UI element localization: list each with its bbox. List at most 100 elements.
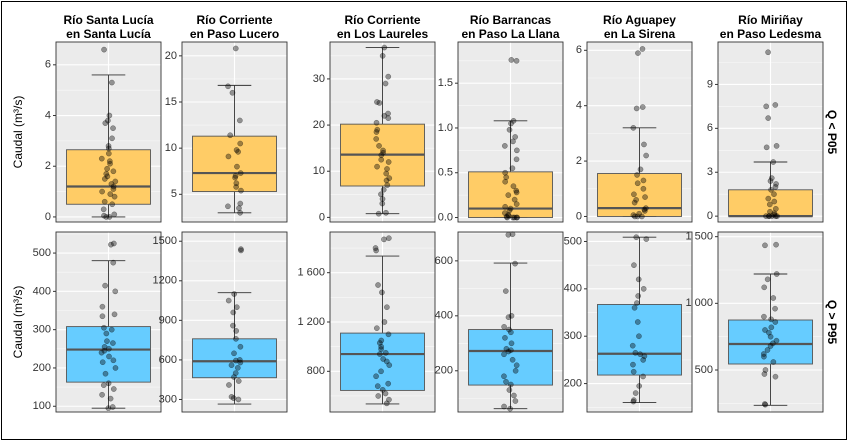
data-point bbox=[109, 404, 116, 410]
data-point bbox=[640, 373, 646, 380]
data-point bbox=[235, 378, 242, 384]
data-point bbox=[762, 401, 769, 408]
panel-low-3: 0.0 0.5 1.0 1.5 bbox=[438, 41, 564, 223]
data-point bbox=[225, 297, 232, 304]
data-point bbox=[376, 100, 383, 106]
data-point bbox=[384, 182, 391, 188]
data-point bbox=[510, 183, 517, 190]
data-point bbox=[506, 126, 513, 133]
data-point bbox=[108, 181, 115, 187]
data-point bbox=[512, 260, 518, 267]
data-point bbox=[512, 134, 519, 140]
data-point bbox=[233, 328, 240, 334]
data-point bbox=[771, 198, 778, 205]
data-point bbox=[505, 192, 512, 198]
y-tick-label: 500 bbox=[564, 235, 582, 247]
y-tick-label: 1 600 bbox=[297, 267, 325, 279]
data-point bbox=[107, 395, 114, 402]
data-point bbox=[505, 314, 512, 321]
data-point bbox=[629, 342, 636, 349]
data-point bbox=[502, 203, 509, 210]
data-point bbox=[766, 213, 772, 219]
data-point bbox=[232, 370, 239, 376]
panel-high-1: 300 600 900 1200 1500 bbox=[153, 231, 288, 413]
data-point bbox=[630, 368, 637, 375]
data-point bbox=[509, 165, 516, 172]
data-point bbox=[633, 234, 640, 241]
data-point bbox=[641, 141, 647, 148]
data-point bbox=[105, 143, 112, 149]
panel-high-4: 200 300 400 500 bbox=[564, 231, 693, 413]
data-point bbox=[772, 305, 778, 312]
data-point bbox=[373, 373, 379, 380]
data-point bbox=[225, 153, 232, 160]
data-point bbox=[765, 195, 772, 202]
y-axis-label: Caudal (m³/s) bbox=[11, 96, 25, 169]
station-title-line2: en Santa Lucía bbox=[66, 27, 151, 41]
data-point bbox=[384, 304, 390, 311]
data-point bbox=[386, 396, 392, 403]
data-point bbox=[226, 382, 232, 388]
data-point bbox=[107, 191, 114, 197]
station-title-line2: en Paso La Llana bbox=[461, 27, 559, 41]
data-point bbox=[104, 338, 110, 344]
data-point bbox=[225, 83, 231, 90]
data-point bbox=[513, 201, 520, 207]
data-point bbox=[105, 145, 112, 152]
data-point bbox=[100, 206, 107, 213]
data-point bbox=[636, 333, 642, 340]
data-point bbox=[238, 247, 244, 254]
data-point bbox=[382, 80, 389, 87]
data-point bbox=[110, 386, 117, 392]
data-point bbox=[386, 362, 393, 369]
data-point bbox=[103, 170, 110, 177]
data-point bbox=[762, 327, 768, 333]
data-point bbox=[507, 405, 513, 412]
data-point bbox=[106, 214, 113, 220]
data-point bbox=[232, 172, 239, 179]
data-point bbox=[374, 383, 381, 389]
data-point bbox=[106, 158, 113, 165]
data-point bbox=[379, 386, 386, 393]
data-point bbox=[373, 325, 380, 332]
data-point bbox=[111, 193, 118, 200]
data-point bbox=[764, 276, 771, 283]
data-point bbox=[771, 211, 778, 218]
data-point bbox=[233, 180, 240, 187]
panel-high-5: 500 1 000 1 500 bbox=[685, 231, 824, 413]
data-point bbox=[98, 349, 105, 356]
panel-low-2: 0 10 20 30 bbox=[313, 41, 436, 223]
station-title-line1: Río Miriñay bbox=[738, 13, 803, 27]
data-point bbox=[508, 120, 514, 127]
station-title-line1: Río Aguapey bbox=[603, 13, 676, 27]
data-point bbox=[381, 236, 387, 243]
data-point bbox=[375, 393, 382, 399]
data-point bbox=[238, 187, 244, 194]
data-point bbox=[237, 359, 244, 366]
data-point bbox=[503, 213, 510, 220]
data-point bbox=[380, 149, 386, 156]
data-point bbox=[233, 335, 239, 342]
y-tick-label: 20 bbox=[313, 119, 325, 131]
data-point bbox=[634, 172, 640, 178]
data-point bbox=[110, 168, 117, 175]
data-point bbox=[640, 357, 647, 363]
data-point bbox=[382, 349, 389, 356]
data-point bbox=[232, 174, 238, 181]
data-point bbox=[769, 213, 775, 219]
y-axis-label: Caudal (m³/s) bbox=[11, 286, 25, 359]
panel-border bbox=[181, 41, 288, 223]
data-point bbox=[238, 246, 244, 252]
data-point bbox=[110, 240, 117, 247]
y-tick-label: 200 bbox=[435, 365, 453, 377]
data-point bbox=[772, 319, 779, 325]
y-tick-label: 0.5 bbox=[438, 167, 453, 179]
data-point bbox=[110, 125, 116, 132]
data-point bbox=[513, 362, 520, 369]
data-point bbox=[510, 117, 517, 124]
data-point bbox=[237, 170, 244, 176]
data-point bbox=[774, 213, 780, 219]
data-point bbox=[99, 303, 106, 310]
data-point bbox=[761, 284, 768, 291]
